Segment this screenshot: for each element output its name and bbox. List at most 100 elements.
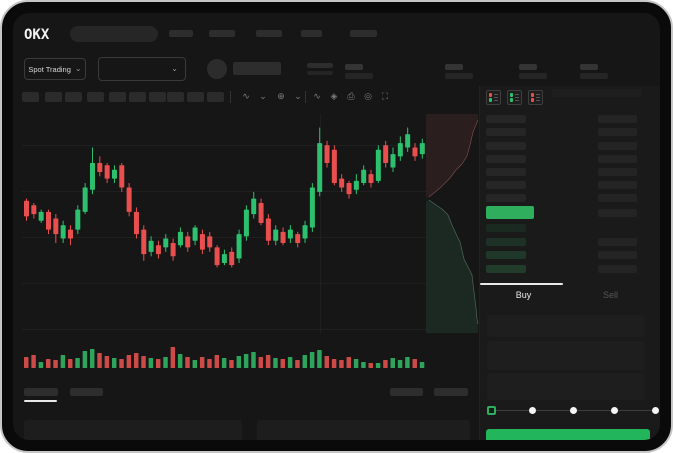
bid-price-placeholder: [486, 265, 526, 273]
timeframe-button[interactable]: [207, 92, 224, 102]
stat-value-placeholder: [445, 73, 473, 79]
timeframe-button[interactable]: [167, 92, 184, 102]
price-change-placeholder: [307, 71, 333, 75]
nav-item[interactable]: [301, 30, 322, 37]
tab-sell[interactable]: Sell: [602, 290, 618, 300]
timeframe-button[interactable]: [65, 92, 82, 102]
order-input-field[interactable]: [487, 315, 645, 337]
ask-amount-placeholder: [598, 115, 637, 123]
price-row-amount-placeholder: [598, 209, 637, 217]
bottom-tab[interactable]: [24, 388, 58, 396]
timeframe-button[interactable]: [187, 92, 204, 102]
nav-item[interactable]: [209, 30, 235, 37]
volume-chart: [24, 347, 425, 368]
okx-logo: OKX: [24, 27, 50, 43]
chart-settings-icon[interactable]: ◎: [364, 91, 372, 101]
stat-label-placeholder: [519, 64, 537, 70]
bid-amount-placeholder: [598, 251, 637, 259]
ask-amount-placeholder: [598, 128, 637, 136]
timeframe-button[interactable]: [45, 92, 62, 102]
search-input[interactable]: [70, 26, 158, 42]
line-tool-icon[interactable]: ∿: [313, 91, 321, 101]
stat-label-placeholder: [345, 64, 363, 70]
ask-amount-placeholder: [598, 142, 637, 150]
pair-name-placeholder: [233, 62, 281, 75]
ask-amount-placeholder: [598, 181, 637, 189]
nav-item[interactable]: [256, 30, 282, 37]
orderbook-header-placeholder: [552, 89, 642, 97]
bottom-tab-indicator: [24, 400, 57, 402]
market-type-label: Spot Trading: [28, 64, 71, 74]
bid-price-placeholder: [486, 251, 526, 259]
stat-label-placeholder: [445, 64, 463, 70]
timeframe-button[interactable]: [87, 92, 104, 102]
bottom-tab[interactable]: [70, 388, 103, 396]
gridline: [22, 191, 427, 192]
stat-label-placeholder: [580, 64, 598, 70]
gridline: [22, 283, 427, 284]
bid-amount-placeholder: [598, 265, 637, 273]
indicators-icon[interactable]: ⊕: [277, 91, 285, 101]
nav-item[interactable]: [350, 30, 377, 37]
gridline: [320, 114, 321, 334]
app-screen: OKX Spot Trading ⌄ ⌄ ∿ ⌄ ⊕ ⌄ ∿ ◈ ⎙ ◎ ⛶: [13, 13, 660, 440]
chart-type-icon[interactable]: ∿: [242, 91, 250, 101]
pair-selector-dropdown[interactable]: ⌄: [98, 57, 186, 81]
ask-amount-placeholder: [598, 168, 637, 176]
bid-price-placeholder: [486, 224, 526, 232]
ask-price-placeholder: [486, 115, 526, 123]
ask-price-placeholder: [486, 155, 526, 163]
order-input-field[interactable]: [487, 341, 645, 370]
bid-amount-placeholder: [598, 238, 637, 246]
ask-price-placeholder: [486, 168, 526, 176]
toolbar-divider: [230, 91, 231, 103]
timeframe-button[interactable]: [129, 92, 146, 102]
depth-chart: [426, 114, 479, 333]
toolbar-divider: [305, 91, 306, 103]
stat-value-placeholder: [345, 73, 373, 79]
market-type-dropdown[interactable]: Spot Trading ⌄: [24, 58, 86, 80]
indicators-chevron-icon[interactable]: ⌄: [294, 91, 302, 101]
chart-type-chevron-icon[interactable]: ⌄: [259, 91, 267, 101]
timeframe-button[interactable]: [22, 92, 39, 102]
bottom-action-placeholder[interactable]: [434, 388, 468, 396]
slider-stop[interactable]: [611, 407, 618, 414]
orderbook-asks-icon[interactable]: [528, 90, 543, 105]
gridline: [22, 329, 427, 330]
orderbook-combined-icon[interactable]: [486, 90, 501, 105]
compare-icon[interactable]: ◈: [330, 91, 338, 101]
slider-stop[interactable]: [570, 407, 577, 414]
bottom-table-panel: [257, 420, 470, 440]
stat-value-placeholder: [580, 73, 608, 79]
timeframe-button[interactable]: [149, 92, 166, 102]
bottom-action-placeholder[interactable]: [390, 388, 423, 396]
snapshot-icon[interactable]: ⎙: [347, 91, 355, 101]
bottom-table-panel: [24, 420, 242, 440]
last-price-placeholder: [307, 63, 333, 68]
candlestick-chart: [24, 127, 425, 268]
bid-price-placeholder: [486, 238, 526, 246]
stat-value-placeholder: [519, 73, 547, 79]
buy-button[interactable]: [486, 429, 650, 440]
ask-price-placeholder: [486, 194, 526, 202]
orderbook-bids-icon[interactable]: [507, 90, 522, 105]
timeframe-button[interactable]: [109, 92, 126, 102]
tab-buy[interactable]: Buy: [515, 290, 532, 300]
order-input-field[interactable]: [487, 373, 645, 400]
ask-amount-placeholder: [598, 155, 637, 163]
active-tab-indicator: [480, 283, 563, 285]
chevron-down-icon: ⌄: [74, 64, 82, 73]
coin-avatar: [207, 59, 227, 79]
gridline: [22, 237, 427, 238]
nav-item[interactable]: [169, 30, 193, 37]
slider-stop[interactable]: [652, 407, 659, 414]
gridline: [22, 145, 427, 146]
slider-stop[interactable]: [529, 407, 536, 414]
ask-price-placeholder: [486, 142, 526, 150]
last-price-bar: [486, 206, 534, 219]
fullscreen-icon[interactable]: ⛶: [381, 91, 389, 101]
ask-amount-placeholder: [598, 194, 637, 202]
slider-handle[interactable]: [487, 406, 496, 415]
ask-price-placeholder: [486, 128, 526, 136]
